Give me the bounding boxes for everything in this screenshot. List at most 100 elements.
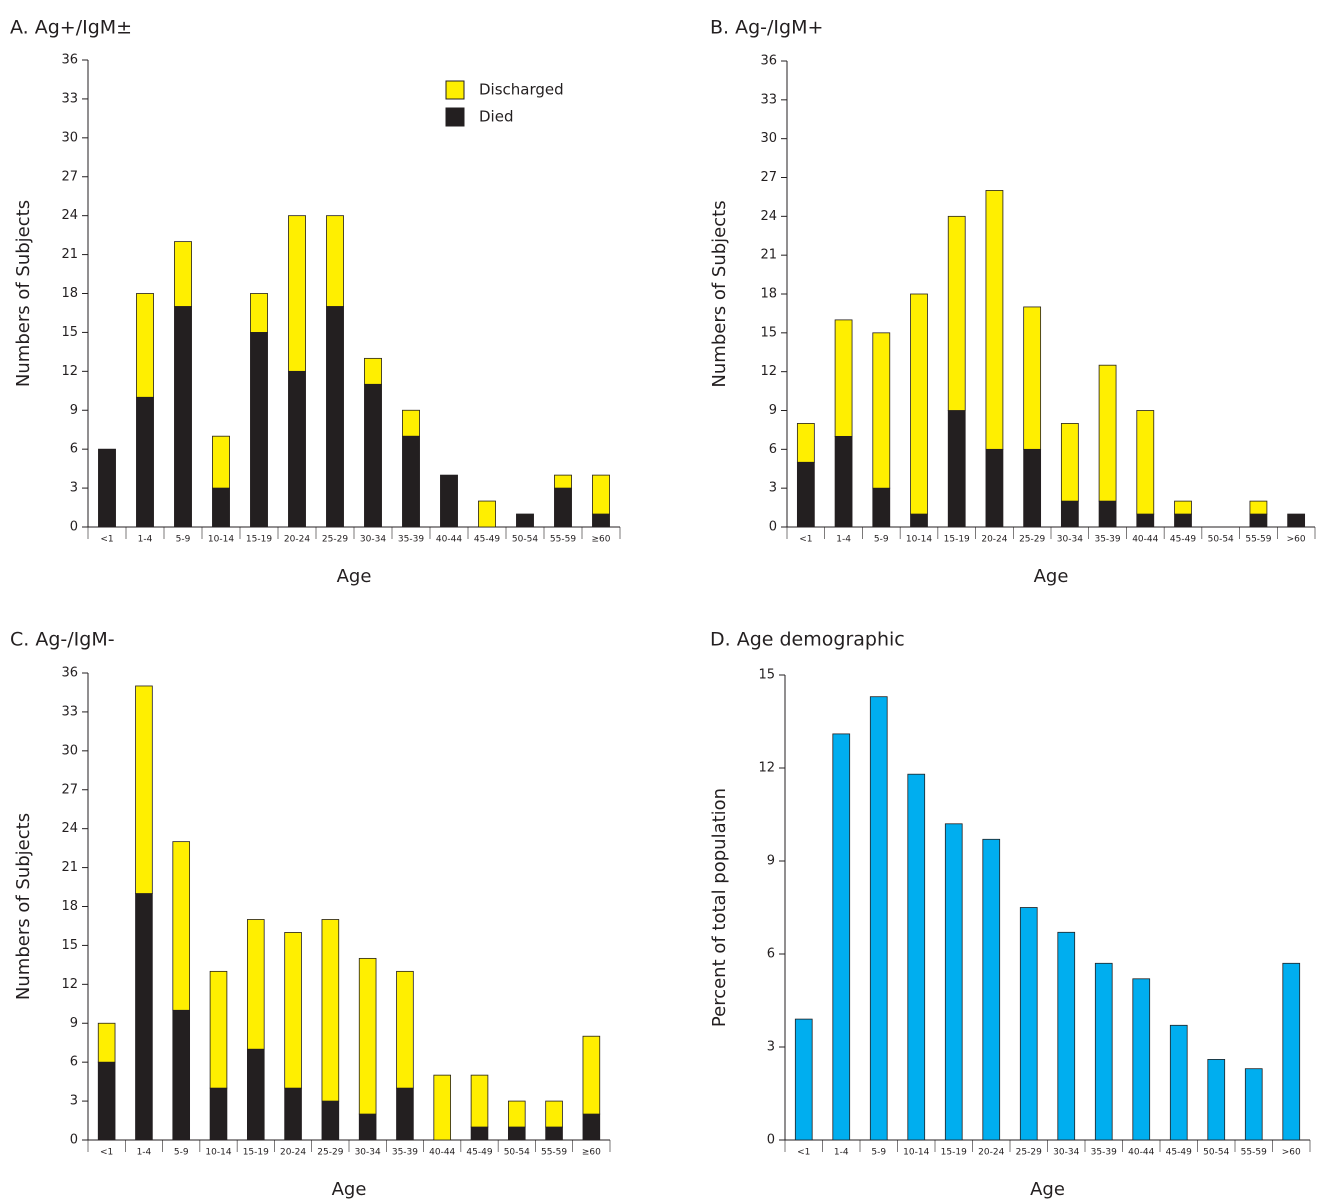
y-tick-label: 15 xyxy=(61,938,78,953)
bar-segment xyxy=(136,293,154,398)
bar-segment xyxy=(172,1009,191,1141)
y-tick-label: 3 xyxy=(70,481,78,496)
bar-segment xyxy=(1098,500,1117,528)
y-tick-label: 18 xyxy=(61,286,78,301)
bar-segment xyxy=(545,1126,563,1141)
bar-segment xyxy=(834,319,853,437)
x-tick-label: 25-29 xyxy=(1019,535,1045,545)
bar-segment xyxy=(212,487,230,528)
x-tick-label: 45-49 xyxy=(1170,535,1196,545)
y-tick-label: 33 xyxy=(760,92,777,107)
y-axis-label: Numbers of Subjects xyxy=(13,200,34,387)
bar-segment xyxy=(592,474,610,515)
bar xyxy=(869,696,888,1141)
x-tick-label: 25-29 xyxy=(1016,1148,1042,1158)
bar-segment xyxy=(1174,500,1192,515)
bar xyxy=(832,733,851,1141)
bar-segment xyxy=(507,1126,526,1141)
y-tick-label: 12 xyxy=(758,761,775,776)
bar-segment xyxy=(554,487,572,528)
y-tick-label: 18 xyxy=(61,899,78,914)
bar-segment xyxy=(396,970,414,1089)
bar-segment xyxy=(433,1074,452,1141)
bar-segment xyxy=(284,1087,302,1141)
bar-segment xyxy=(212,435,230,489)
x-tick-label: 35-39 xyxy=(1094,535,1120,545)
legend-swatch xyxy=(445,80,465,100)
x-tick-label: 20-24 xyxy=(978,1148,1004,1158)
bar xyxy=(1132,978,1151,1141)
y-tick-label: 9 xyxy=(70,1016,78,1031)
bar-segment xyxy=(402,409,420,437)
chart-title: D. Age demographic xyxy=(710,629,905,651)
y-axis-label: Numbers of Subjects xyxy=(13,813,34,1000)
bar xyxy=(944,823,963,1141)
x-tick-label: 40-44 xyxy=(1132,535,1158,545)
bar-segment xyxy=(364,357,382,385)
bar-segment xyxy=(582,1113,601,1141)
legend-swatch xyxy=(445,107,465,127)
x-tick-label: 1-4 xyxy=(138,535,153,545)
bar-segment xyxy=(947,215,966,411)
y-tick-label: 21 xyxy=(760,248,777,263)
bar-segment xyxy=(592,513,610,528)
x-tick-label: 20-24 xyxy=(280,1148,306,1158)
x-tick-label: 30-34 xyxy=(355,1148,381,1158)
bar-segment xyxy=(554,474,572,489)
bar xyxy=(1169,1024,1188,1141)
x-tick-label: 50-54 xyxy=(1203,1148,1229,1158)
y-tick-label: 27 xyxy=(760,170,777,185)
x-tick-label: <1 xyxy=(799,535,812,545)
x-tick-label: 55-59 xyxy=(550,535,576,545)
y-tick-label: 12 xyxy=(61,977,78,992)
bar xyxy=(794,1018,813,1141)
y-axis-label: Numbers of Subjects xyxy=(709,200,730,387)
x-tick-label: 15-19 xyxy=(246,535,272,545)
x-tick-label: 45-49 xyxy=(466,1148,492,1158)
x-tick-label: 55-59 xyxy=(1241,1148,1267,1158)
x-tick-label: 25-29 xyxy=(317,1148,343,1158)
x-tick-label: 1-4 xyxy=(137,1148,152,1158)
bar-segment xyxy=(288,370,306,528)
legend-label: Discharged xyxy=(479,81,564,99)
x-axis-label: Age xyxy=(1034,566,1069,587)
y-tick-label: 30 xyxy=(760,131,777,146)
x-tick-label: 10-14 xyxy=(906,535,932,545)
bar xyxy=(1207,1059,1226,1141)
bar-segment xyxy=(872,487,891,528)
bar-segment xyxy=(402,435,420,528)
bar-segment xyxy=(478,500,496,528)
x-tick-label: 10-14 xyxy=(903,1148,929,1158)
bar-segment xyxy=(136,396,154,528)
x-tick-label: 40-44 xyxy=(429,1148,455,1158)
y-tick-label: 6 xyxy=(70,1055,78,1070)
y-tick-label: 33 xyxy=(61,704,78,719)
bar-segment xyxy=(284,932,302,1089)
x-tick-label: 35-39 xyxy=(392,1148,418,1158)
x-tick-label: 30-34 xyxy=(1057,535,1083,545)
bar-segment xyxy=(796,423,815,463)
x-tick-label: 5-9 xyxy=(874,535,889,545)
bar-segment xyxy=(321,1100,340,1141)
bar-segment xyxy=(1249,513,1268,528)
chart-title: C. Ag-/IgM- xyxy=(10,629,115,651)
x-tick-label: 10-14 xyxy=(208,535,234,545)
chart-title: A. Ag+/IgM± xyxy=(10,17,132,39)
y-tick-label: 0 xyxy=(769,520,777,535)
bar-segment xyxy=(174,241,192,307)
bar xyxy=(1019,907,1038,1141)
x-tick-label: 1-4 xyxy=(836,535,851,545)
x-tick-label: 10-14 xyxy=(205,1148,231,1158)
x-tick-label: 55-59 xyxy=(1245,535,1271,545)
x-tick-label: 30-34 xyxy=(1053,1148,1079,1158)
bar-segment xyxy=(440,474,458,528)
y-tick-label: 30 xyxy=(61,743,78,758)
y-tick-label: 0 xyxy=(70,520,78,535)
bar xyxy=(1094,962,1113,1141)
y-tick-label: 3 xyxy=(767,1040,775,1055)
bar xyxy=(1057,931,1076,1141)
bar xyxy=(1244,1068,1263,1141)
bar-segment xyxy=(470,1126,489,1141)
x-tick-label: 5-9 xyxy=(176,535,191,545)
